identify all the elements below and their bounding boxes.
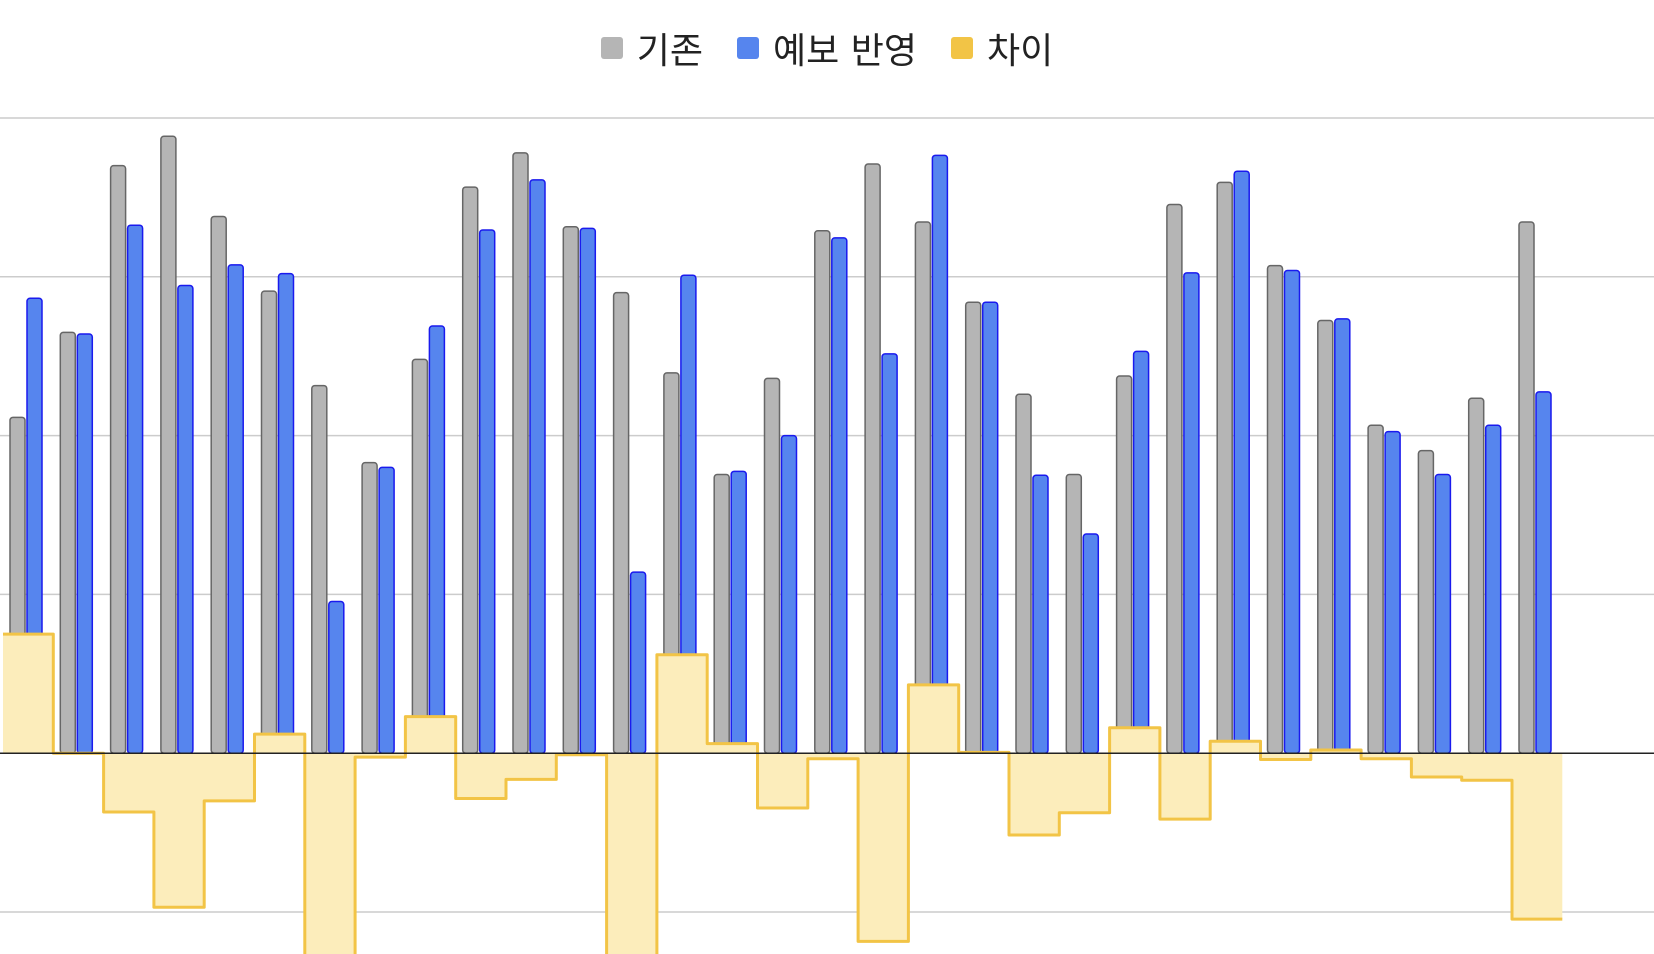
bar-forecast (328, 600, 345, 754)
bar-baseline (260, 290, 278, 754)
bar-baseline (109, 164, 127, 754)
bar-forecast (730, 470, 747, 754)
legend-swatch-difference (950, 37, 973, 59)
bar-baseline (864, 163, 881, 754)
bar-forecast (629, 571, 647, 754)
difference-line (3, 632, 1563, 954)
bar-forecast (931, 154, 949, 754)
bar-forecast (881, 353, 898, 754)
bar-baseline (512, 152, 529, 754)
bar-forecast (1032, 474, 1049, 754)
legend-swatch-baseline (600, 37, 623, 59)
bar-baseline (964, 301, 982, 754)
bar-forecast (277, 272, 295, 754)
bars (9, 135, 1552, 754)
bar-baseline (1467, 397, 1485, 754)
bar-forecast (1334, 318, 1351, 754)
bar-forecast (478, 229, 496, 754)
bar-forecast (579, 227, 597, 754)
bar-baseline (914, 221, 932, 754)
bar-baseline (1367, 424, 1384, 754)
bar-baseline (1518, 221, 1535, 754)
bar-forecast (428, 325, 446, 754)
bar-baseline (1417, 449, 1435, 754)
bar-baseline (311, 384, 328, 754)
bar-baseline (1065, 473, 1083, 754)
difference-series (3, 632, 1563, 954)
legend-item-forecast[interactable]: 예보 반영 (737, 22, 917, 74)
bar-baseline (562, 226, 580, 754)
legend-label-difference: 차이 (986, 31, 1054, 72)
difference-area (3, 634, 1563, 954)
bar-forecast (780, 434, 798, 754)
bar-baseline (59, 331, 77, 754)
bar-baseline (461, 186, 479, 754)
bar-baseline (1115, 375, 1133, 754)
bar-baseline (1015, 393, 1032, 754)
bar-baseline (411, 358, 429, 754)
bar-baseline (1317, 319, 1334, 754)
bar-forecast (1082, 533, 1100, 754)
bar-baseline (1266, 264, 1284, 754)
bar-baseline (1166, 203, 1183, 754)
bar-forecast (1233, 170, 1250, 754)
bar-baseline (713, 473, 730, 754)
bar-forecast (981, 301, 999, 754)
legend-label-forecast: 예보 반영 (773, 31, 917, 72)
bar-baseline (612, 291, 630, 754)
bar-forecast (1132, 350, 1150, 754)
legend: 기존 예보 반영 차이 (0, 22, 1654, 74)
bar-baseline (210, 215, 227, 754)
bar-forecast (831, 237, 848, 754)
bar-baseline (814, 229, 831, 754)
legend-label-baseline: 기존 (636, 31, 704, 72)
bar-forecast (126, 224, 144, 754)
bar-forecast (1283, 269, 1301, 754)
bar-baseline (763, 377, 781, 754)
bar-forecast (1535, 391, 1552, 754)
legend-swatch-forecast (737, 37, 760, 59)
bar-forecast (1484, 424, 1502, 754)
bar-forecast (177, 284, 194, 754)
bar-forecast (529, 179, 546, 754)
bar-forecast (1183, 272, 1200, 754)
legend-item-baseline[interactable]: 기존 (600, 22, 704, 74)
bar-baseline (361, 461, 378, 754)
bar-forecast (1434, 473, 1452, 754)
bar-forecast (1384, 430, 1401, 754)
legend-item-difference[interactable]: 차이 (950, 22, 1054, 74)
bar-forecast (76, 333, 94, 754)
bar-baseline (160, 135, 177, 754)
bar-forecast (227, 264, 244, 754)
bar-baseline (1216, 181, 1233, 754)
bar-forecast (378, 466, 395, 754)
